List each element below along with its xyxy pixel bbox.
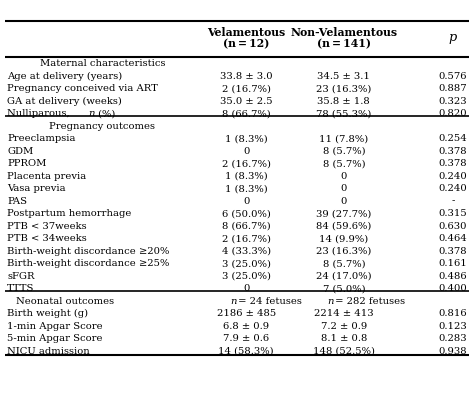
- Text: Birth weight (g): Birth weight (g): [7, 309, 88, 318]
- Text: 3 (25.0%): 3 (25.0%): [222, 272, 271, 280]
- Text: 7.9 ± 0.6: 7.9 ± 0.6: [223, 334, 269, 343]
- Text: 8 (66.7%): 8 (66.7%): [222, 109, 271, 118]
- Text: Pregnancy conceived via ART: Pregnancy conceived via ART: [7, 84, 158, 93]
- Text: 8.1 ± 0.8: 8.1 ± 0.8: [320, 334, 367, 343]
- Text: 1 (8.3%): 1 (8.3%): [225, 184, 268, 193]
- Text: 0.378: 0.378: [439, 159, 467, 168]
- Text: 0.254: 0.254: [438, 134, 467, 143]
- Text: 0.887: 0.887: [439, 84, 467, 93]
- Text: 8 (5.7%): 8 (5.7%): [322, 147, 365, 155]
- Text: 2214 ± 413: 2214 ± 413: [314, 309, 374, 318]
- Text: = 282 fetuses: = 282 fetuses: [332, 296, 405, 306]
- Text: 11 (7.8%): 11 (7.8%): [319, 134, 368, 143]
- Text: PTB < 34weeks: PTB < 34weeks: [7, 234, 87, 243]
- Text: 2 (16.7%): 2 (16.7%): [222, 84, 271, 93]
- Text: 0: 0: [341, 196, 347, 206]
- Text: Preeclampsia: Preeclampsia: [7, 134, 75, 143]
- Text: Birth-weight discordance ≥20%: Birth-weight discordance ≥20%: [7, 247, 169, 255]
- Text: PPROM: PPROM: [7, 159, 46, 168]
- Text: Vasa previa: Vasa previa: [7, 184, 66, 193]
- Text: 5-min Apgar Score: 5-min Apgar Score: [7, 334, 102, 343]
- Text: GA at delivery (weeks): GA at delivery (weeks): [7, 97, 122, 106]
- Text: 0.486: 0.486: [439, 272, 467, 280]
- Text: PTB < 37weeks: PTB < 37weeks: [7, 222, 87, 231]
- Text: 0.820: 0.820: [439, 109, 467, 118]
- Text: Non-Velamentous: Non-Velamentous: [290, 27, 397, 38]
- Text: Nulliparous,: Nulliparous,: [7, 109, 73, 118]
- Text: 0.283: 0.283: [439, 334, 467, 343]
- Text: 23 (16.3%): 23 (16.3%): [316, 84, 372, 93]
- Text: 0: 0: [341, 172, 347, 181]
- Text: Age at delivery (years): Age at delivery (years): [7, 71, 122, 81]
- Text: Postpartum hemorrhage: Postpartum hemorrhage: [7, 209, 131, 218]
- Text: 23 (16.3%): 23 (16.3%): [316, 247, 372, 255]
- Text: GDM: GDM: [7, 147, 33, 155]
- Text: 1-min Apgar Score: 1-min Apgar Score: [7, 321, 103, 331]
- Text: 0.240: 0.240: [438, 184, 467, 193]
- Text: 1 (8.3%): 1 (8.3%): [225, 134, 268, 143]
- Text: 0.123: 0.123: [438, 321, 467, 331]
- Text: 24 (17.0%): 24 (17.0%): [316, 272, 372, 280]
- Text: Velamentous: Velamentous: [207, 27, 285, 38]
- Text: 6 (50.0%): 6 (50.0%): [222, 209, 271, 218]
- Text: = 24 fetuses: = 24 fetuses: [235, 296, 301, 306]
- Text: NICU admission: NICU admission: [7, 347, 90, 356]
- Text: 0.630: 0.630: [439, 222, 467, 231]
- Text: 35.8 ± 1.8: 35.8 ± 1.8: [318, 97, 370, 106]
- Text: 1 (8.3%): 1 (8.3%): [225, 172, 268, 181]
- Text: 0.576: 0.576: [439, 71, 467, 81]
- Text: Maternal characteristics: Maternal characteristics: [39, 59, 165, 68]
- Text: sFGR: sFGR: [7, 272, 35, 280]
- Text: 33.8 ± 3.0: 33.8 ± 3.0: [220, 71, 273, 81]
- Text: n: n: [328, 296, 334, 306]
- Text: 0.938: 0.938: [439, 347, 467, 356]
- Text: PAS: PAS: [7, 196, 27, 206]
- Text: 0: 0: [341, 184, 347, 193]
- Text: 0.315: 0.315: [438, 209, 467, 218]
- Text: 0.240: 0.240: [438, 172, 467, 181]
- Text: 0.378: 0.378: [439, 147, 467, 155]
- Text: 34.5 ± 3.1: 34.5 ± 3.1: [318, 71, 370, 81]
- Text: 0: 0: [243, 284, 249, 293]
- Text: 4 (33.3%): 4 (33.3%): [222, 247, 271, 255]
- Text: 2186 ± 485: 2186 ± 485: [217, 309, 276, 318]
- Text: 148 (52.5%): 148 (52.5%): [313, 347, 375, 356]
- Text: n: n: [230, 296, 237, 306]
- Text: Placenta previa: Placenta previa: [7, 172, 86, 181]
- Text: -: -: [451, 196, 455, 206]
- Text: 0.378: 0.378: [439, 247, 467, 255]
- Text: 0.816: 0.816: [439, 309, 467, 318]
- Text: (n = 141): (n = 141): [317, 38, 371, 50]
- Text: 6.8 ± 0.9: 6.8 ± 0.9: [223, 321, 269, 331]
- Text: 0.464: 0.464: [438, 234, 467, 243]
- Text: 0.161: 0.161: [438, 259, 467, 268]
- Text: 84 (59.6%): 84 (59.6%): [316, 222, 372, 231]
- Text: 7.2 ± 0.9: 7.2 ± 0.9: [321, 321, 367, 331]
- Text: Neonatal outcomes: Neonatal outcomes: [16, 296, 114, 306]
- Text: 8 (66.7%): 8 (66.7%): [222, 222, 271, 231]
- Text: 39 (27.7%): 39 (27.7%): [316, 209, 372, 218]
- Text: Birth-weight discordance ≥25%: Birth-weight discordance ≥25%: [7, 259, 169, 268]
- Text: 8 (5.7%): 8 (5.7%): [322, 259, 365, 268]
- Text: 0: 0: [243, 196, 249, 206]
- Text: 14 (58.3%): 14 (58.3%): [219, 347, 274, 356]
- Text: Pregnancy outcomes: Pregnancy outcomes: [49, 122, 155, 131]
- Text: TTTS: TTTS: [7, 284, 35, 293]
- Text: 0.323: 0.323: [439, 97, 467, 106]
- Text: 78 (55.3%): 78 (55.3%): [316, 109, 372, 118]
- Text: 2 (16.7%): 2 (16.7%): [222, 159, 271, 168]
- Text: 35.0 ± 2.5: 35.0 ± 2.5: [220, 97, 273, 106]
- Text: (%): (%): [95, 109, 116, 118]
- Text: p: p: [449, 31, 457, 44]
- Text: n: n: [88, 109, 95, 118]
- Text: 7 (5.0%): 7 (5.0%): [322, 284, 365, 293]
- Text: 0: 0: [243, 147, 249, 155]
- Text: 0.400: 0.400: [438, 284, 467, 293]
- Text: 3 (25.0%): 3 (25.0%): [222, 259, 271, 268]
- Text: (n = 12): (n = 12): [223, 38, 270, 50]
- Text: 2 (16.7%): 2 (16.7%): [222, 234, 271, 243]
- Text: 14 (9.9%): 14 (9.9%): [319, 234, 368, 243]
- Text: 8 (5.7%): 8 (5.7%): [322, 159, 365, 168]
